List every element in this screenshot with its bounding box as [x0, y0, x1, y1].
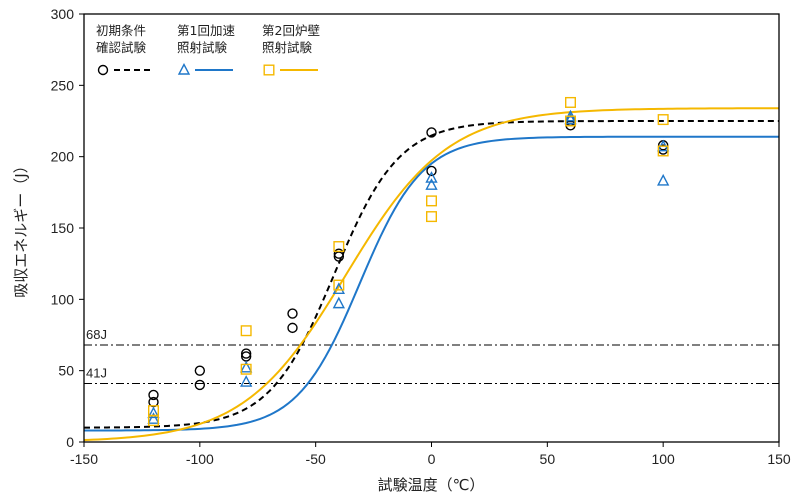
data-point	[333, 241, 345, 253]
data-point	[240, 360, 253, 373]
y-tick-label: 0	[66, 434, 74, 450]
reference-line-label: 68J	[86, 327, 107, 342]
data-point	[565, 96, 577, 108]
y-tick-label: 200	[51, 149, 75, 165]
data-point	[147, 406, 160, 419]
legend-label: 照射試験	[177, 40, 228, 55]
data-point	[565, 115, 577, 127]
data-point	[240, 375, 253, 387]
data-point	[657, 114, 669, 126]
y-tick-label: 150	[51, 220, 75, 236]
x-tick-label: 150	[767, 451, 791, 467]
data-point	[657, 145, 669, 157]
data-point	[148, 389, 159, 401]
data-point	[426, 211, 438, 223]
legend-marker	[177, 62, 191, 75]
data-point	[332, 282, 345, 295]
data-point	[333, 248, 345, 259]
data-point	[657, 173, 670, 186]
data-points	[147, 96, 670, 427]
data-point	[147, 405, 159, 417]
y-axis-ticks: 0 50 100 150 200 250 300	[51, 6, 84, 450]
fit-curve	[84, 135, 779, 432]
data-point	[426, 195, 438, 207]
data-point	[240, 363, 252, 375]
data-point	[240, 348, 252, 359]
x-tick-label: 0	[428, 451, 436, 467]
x-tick-label: -150	[70, 451, 98, 467]
reference-lines: 68J 41J	[84, 327, 779, 385]
y-axis-title: 吸収エネルギー（J）	[12, 158, 30, 297]
legend-label: 第2回炉壁	[262, 23, 320, 38]
legend-label: 第1回加速	[177, 23, 235, 38]
legend-marker	[97, 64, 109, 76]
data-point	[425, 171, 438, 183]
y-tick-label: 100	[51, 291, 75, 307]
data-point	[333, 279, 345, 291]
legend-marker	[263, 64, 275, 76]
fit-curves	[83, 107, 779, 442]
data-point	[147, 412, 160, 424]
x-axis-ticks: -150 -100 -50 0 50 100 150	[70, 442, 791, 467]
fit-curve	[83, 120, 779, 429]
x-tick-label: 50	[540, 451, 556, 467]
x-axis-title: 試験温度（℃）	[378, 476, 485, 494]
x-tick-label: 100	[651, 451, 675, 467]
data-point	[426, 127, 437, 138]
reference-line-label: 41J	[86, 366, 107, 381]
data-point	[332, 296, 345, 309]
y-tick-label: 50	[58, 363, 74, 379]
data-point	[194, 379, 206, 391]
data-point	[194, 365, 206, 376]
legend-label: 照射試験	[262, 40, 313, 55]
x-tick-label: -100	[186, 451, 214, 467]
y-tick-label: 300	[51, 6, 75, 22]
x-tick-label: -50	[306, 451, 326, 467]
legend-label: 確認試験	[96, 40, 147, 55]
data-point	[287, 308, 298, 319]
plot-area-frame	[83, 13, 780, 443]
data-point	[240, 325, 252, 337]
fit-curve	[83, 107, 779, 442]
data-point	[425, 178, 438, 190]
legend-label: 初期条件	[96, 23, 146, 38]
data-point	[564, 112, 577, 125]
data-point	[287, 322, 298, 334]
data-point	[426, 165, 437, 177]
y-tick-label: 250	[51, 77, 75, 93]
